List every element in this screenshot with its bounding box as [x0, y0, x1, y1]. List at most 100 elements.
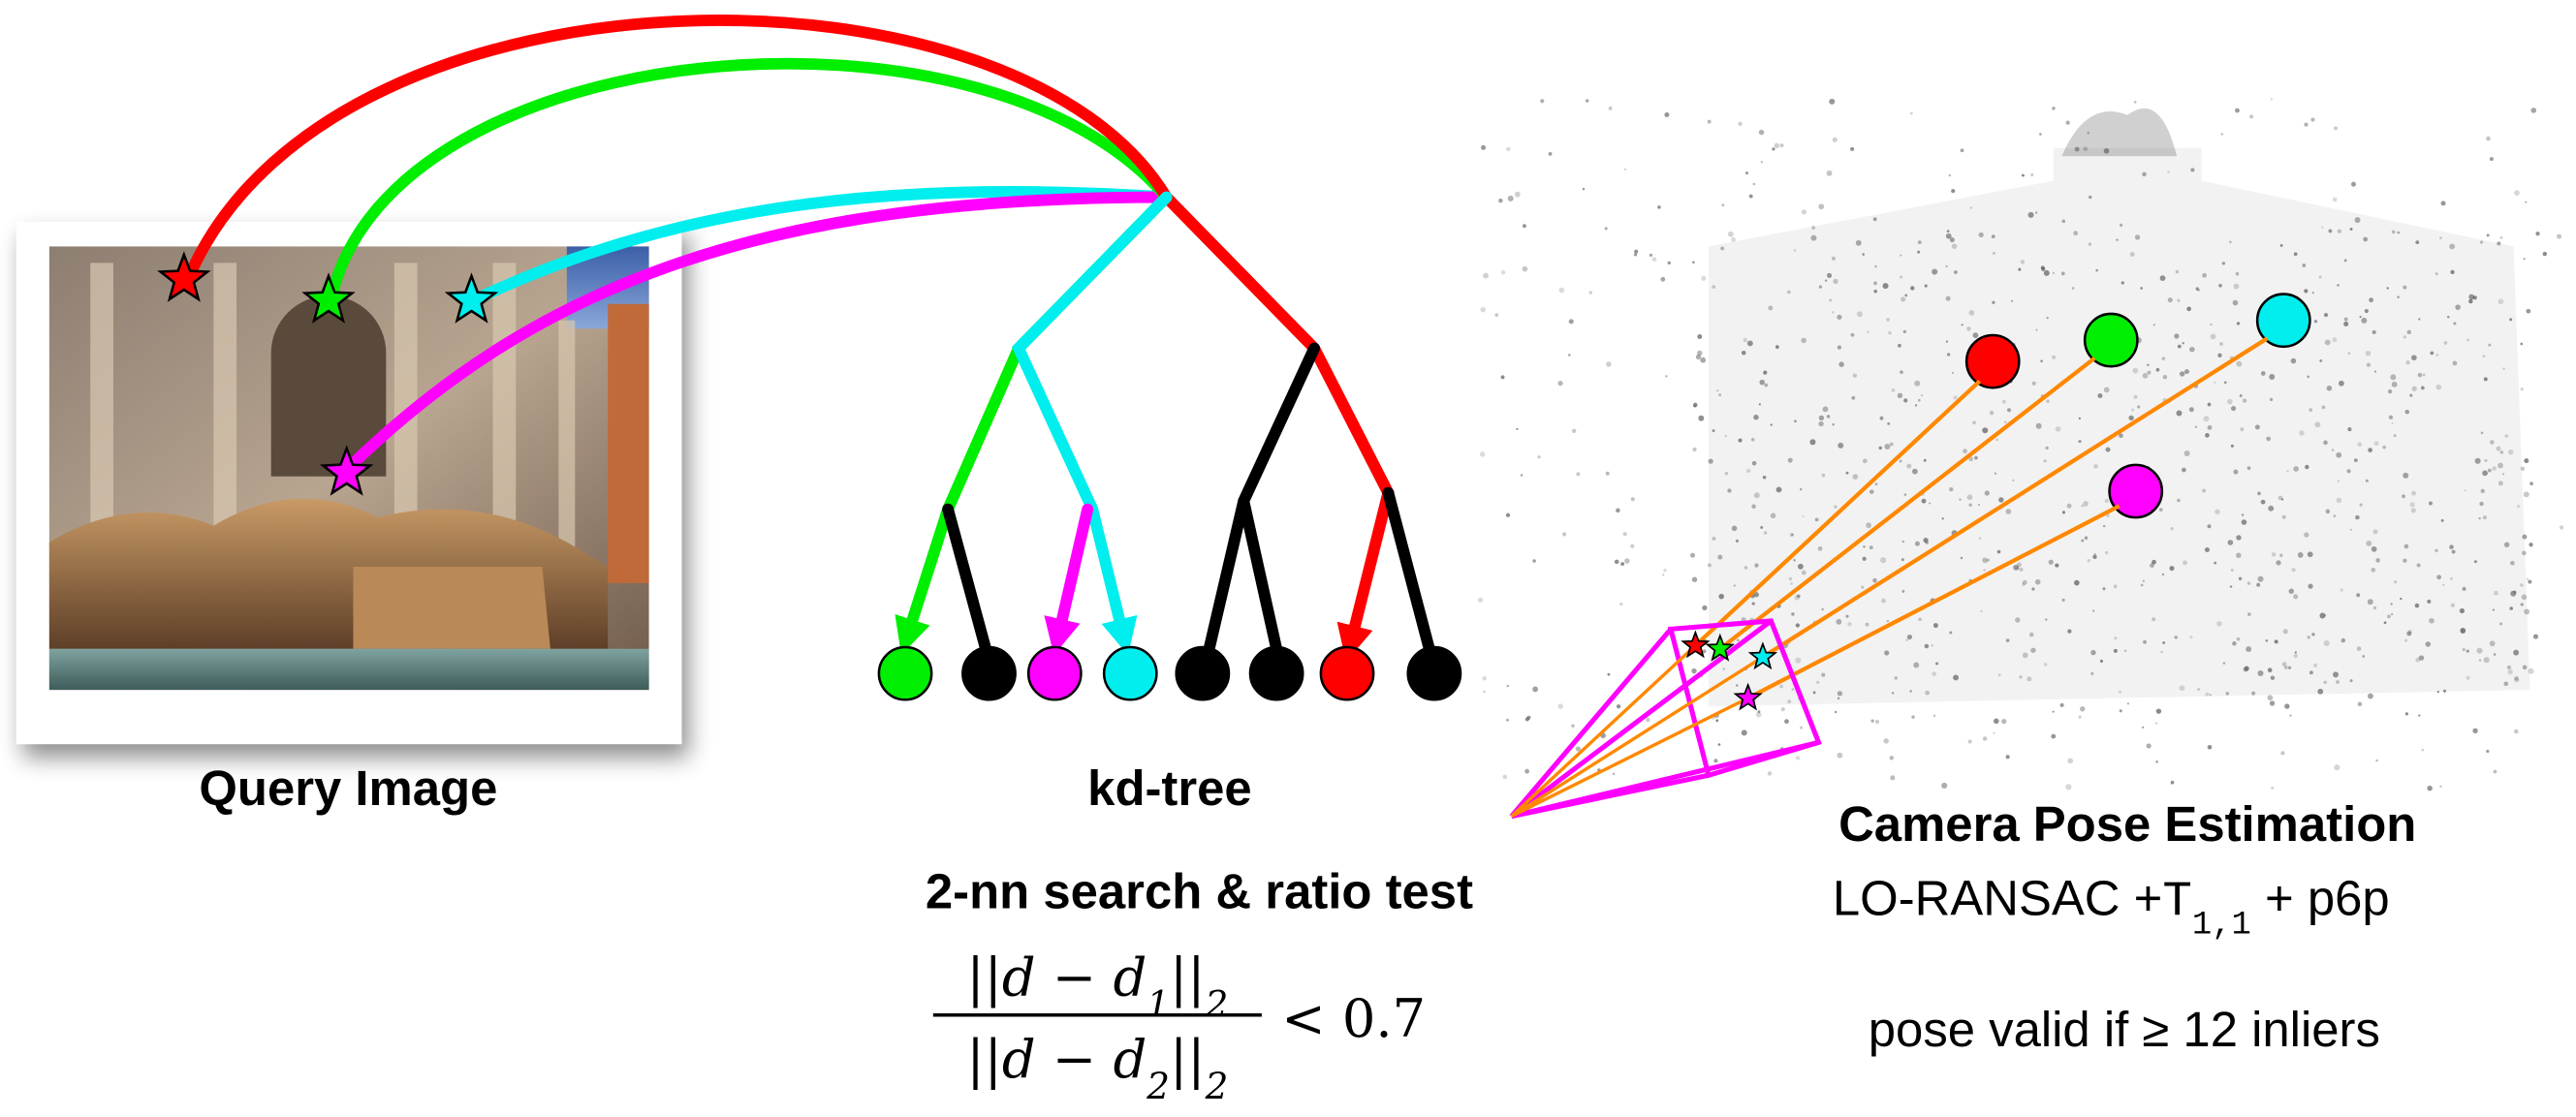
cloud-point — [2019, 675, 2022, 678]
cloud-point — [1863, 557, 1867, 561]
cloud-point — [1946, 340, 1948, 342]
cloud-point — [2205, 547, 2210, 552]
cloud-point — [2336, 680, 2340, 684]
cloud-point — [1838, 346, 1841, 350]
cloud-point — [2258, 576, 2264, 582]
cloud-point — [1744, 566, 1748, 570]
cloud-point — [1907, 635, 1912, 639]
cloud-point — [1532, 559, 1536, 563]
cloud-point — [1962, 324, 1963, 326]
cloud-point — [2180, 371, 2184, 376]
cloud-point — [1949, 174, 1952, 177]
cloud-point — [2023, 652, 2028, 658]
cloud-point — [1619, 603, 1622, 605]
cloud-point — [2035, 579, 2041, 585]
cloud-point — [2282, 515, 2286, 519]
cloud-point — [1801, 338, 1806, 343]
cloud-point — [2462, 587, 2466, 591]
cloud-point — [2525, 202, 2527, 203]
cloud-point — [2215, 510, 2219, 514]
cloud-point — [2171, 527, 2174, 530]
cloud-point — [2407, 330, 2412, 335]
cloud-point — [1890, 775, 1895, 780]
cloud-point — [2397, 295, 2400, 298]
cloud-point — [1967, 494, 1973, 500]
den-sub: 2 — [1205, 1065, 1229, 1107]
cloud-point — [2080, 706, 2085, 711]
cloud-point — [2411, 355, 2417, 360]
cloud-point — [1506, 513, 1510, 517]
cloud-point — [2046, 317, 2048, 319]
cloud-point — [2344, 318, 2348, 322]
cloud-point — [1630, 544, 1634, 548]
cloud-point — [2265, 639, 2268, 642]
cloud-point — [2373, 606, 2376, 609]
cloud-point — [1787, 699, 1791, 703]
cloud-point — [2508, 450, 2514, 455]
cloud-point — [2400, 598, 2402, 600]
cloud-point — [2403, 559, 2406, 563]
cloud-point — [1903, 398, 1907, 402]
tree-leaves — [879, 647, 1461, 699]
cloud-point — [2368, 694, 2373, 699]
cloud-point — [1901, 558, 1904, 561]
cloud-point — [1863, 458, 1868, 463]
cloud-point — [2055, 564, 2058, 568]
cloud-point — [2147, 364, 2149, 366]
cloud-point — [2435, 272, 2438, 275]
cloud-point — [2135, 234, 2140, 239]
shape — [1408, 647, 1461, 699]
cloud-point — [2159, 508, 2163, 512]
cloud-point — [1796, 623, 1800, 627]
cloud-point — [1918, 399, 1921, 402]
cloud-point — [2203, 416, 2209, 421]
cloud-point — [2092, 610, 2094, 612]
cloud-point — [2359, 503, 2362, 506]
cloud-point — [2529, 668, 2534, 674]
cloud-point — [1870, 720, 1873, 723]
cloud-point — [1837, 315, 1841, 320]
cloud-point — [2247, 612, 2251, 616]
cloud-point — [1823, 406, 1829, 412]
cloud-point — [2280, 751, 2284, 755]
cloud-point — [1794, 595, 1800, 601]
cloud-point — [2435, 354, 2438, 357]
cloud-point — [1995, 473, 1996, 475]
cloud-point — [1794, 419, 1797, 422]
num-text: || — [1170, 946, 1206, 1008]
cloud-point — [2114, 636, 2117, 639]
cloud-point — [2174, 333, 2179, 338]
pose-method: LO-RANSAC +T1,1 + p6p — [1833, 870, 2390, 944]
cloud-point — [2347, 427, 2351, 431]
cloud-point — [2046, 399, 2050, 403]
cloud-point — [2484, 377, 2488, 381]
cloud-point — [1900, 370, 1903, 374]
cloud-point — [1863, 545, 1865, 547]
cloud-point — [2031, 587, 2034, 590]
cloud-point — [2261, 500, 2266, 505]
cloud-point — [1912, 469, 1918, 475]
cloud-point — [2366, 351, 2372, 357]
cloud-point — [2305, 465, 2309, 469]
cloud-point — [2021, 260, 2025, 264]
cloud-point — [2160, 651, 2162, 653]
cloud-point — [1852, 474, 1858, 480]
cloud-point — [2421, 749, 2424, 752]
cloud-point — [2195, 425, 2197, 427]
cloud-point — [2292, 568, 2296, 572]
cloud-point — [1833, 138, 1838, 142]
cloud-point — [2176, 270, 2180, 274]
cloud-point — [1620, 562, 1624, 566]
cloud-point — [2338, 229, 2341, 233]
cloud-point — [1712, 285, 1715, 289]
cloud-point — [2182, 468, 2186, 473]
cloud-point — [1792, 688, 1795, 691]
cloud-point — [2293, 466, 2299, 472]
cloud-point — [2523, 258, 2525, 260]
cloud-point — [2015, 617, 2020, 622]
cloud-point — [1857, 311, 1863, 317]
cloud-point — [1994, 719, 1999, 725]
cloud-point — [2266, 437, 2271, 442]
cloud-point — [2246, 646, 2251, 652]
cloud-point — [1866, 623, 1869, 627]
